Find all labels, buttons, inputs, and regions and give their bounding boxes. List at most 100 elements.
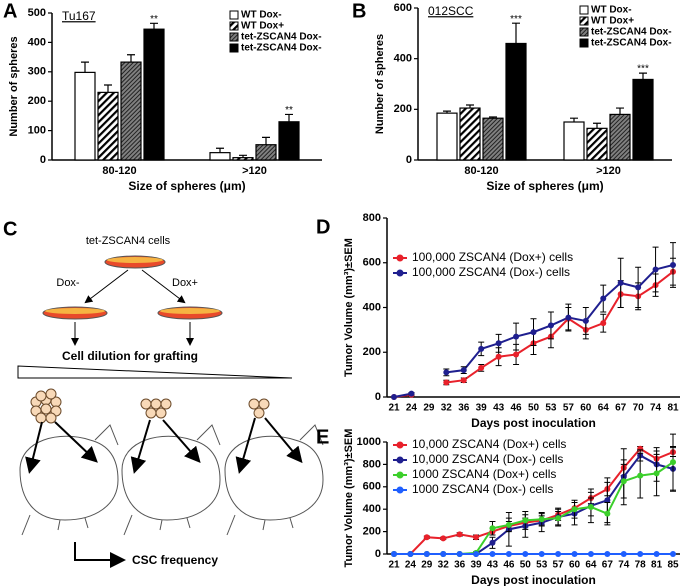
marker — [637, 472, 644, 479]
bar — [120, 61, 142, 161]
legend-swatch — [229, 21, 239, 31]
marker — [423, 534, 430, 541]
x-tick-label: 21 — [388, 403, 400, 414]
legend-marker — [396, 441, 404, 449]
error-bar — [150, 22, 158, 30]
y-tick-label: 400 — [394, 53, 412, 65]
chart-subtitle: Tu167 — [62, 9, 96, 23]
marker — [600, 295, 607, 302]
marker — [538, 551, 545, 557]
y-tick-label: 200 — [28, 95, 46, 107]
diagram: C tet-ZSCAN4 cells Dox- Dox+ Cell diluti… — [3, 218, 324, 568]
legend-label: tet-ZSCAN4 Dox- — [591, 38, 672, 49]
error-bar — [81, 61, 89, 73]
legend-swatch — [229, 10, 239, 20]
x-tick-label: 64 — [598, 403, 610, 414]
significance-label: *** — [510, 14, 522, 25]
marker — [522, 551, 529, 557]
y-tick-label: 600 — [363, 257, 381, 269]
y-tick-label: 0 — [375, 391, 381, 403]
x-tick-label: 85 — [667, 560, 679, 571]
x-axis-label: Size of spheres (μm) — [128, 179, 245, 193]
bar — [209, 152, 231, 161]
marker — [473, 534, 480, 541]
y-axis-label: Number of spheres — [8, 36, 20, 136]
x-tick-label: 74 — [618, 560, 630, 571]
x-tick-label: 46 — [511, 403, 523, 414]
marker — [407, 551, 414, 557]
x-axis-label: Days post inoculation — [471, 416, 596, 430]
panel-label: D — [316, 216, 330, 238]
marker — [443, 379, 450, 386]
marker — [460, 377, 467, 384]
marker — [538, 516, 545, 523]
y-tick-label: 300 — [28, 66, 46, 78]
x-tick-label: 64 — [585, 560, 597, 571]
legend-label: 100,000 ZSCAN4 (Dox+) cells — [412, 250, 573, 264]
bar — [255, 144, 277, 161]
bar — [505, 42, 527, 161]
marker — [653, 551, 660, 557]
error-bar — [443, 110, 451, 114]
marker — [571, 506, 578, 513]
bar — [278, 121, 300, 161]
bar — [586, 127, 608, 161]
marker — [505, 551, 512, 557]
y-tick-label: 0 — [375, 548, 381, 560]
x-tick-label: 60 — [569, 560, 581, 571]
panel-label: C — [3, 218, 17, 240]
error-bar — [512, 22, 520, 44]
y-tick-label: 600 — [394, 2, 412, 14]
x-tick-label: 53 — [545, 403, 557, 414]
x-tick-label: 78 — [635, 560, 647, 571]
legend-label: WT Dox+ — [241, 21, 284, 32]
legend-marker — [396, 456, 404, 464]
bar — [97, 91, 119, 161]
arrow — [54, 421, 98, 463]
bar — [459, 107, 481, 161]
panel-label: E — [316, 426, 329, 448]
marker — [473, 551, 480, 557]
x-tick-label: 70 — [633, 403, 645, 414]
legend-label: 1000 ZSCAN4 (Dox+) cells — [412, 467, 556, 481]
error-bar — [616, 107, 624, 115]
legend-label: 1000 ZSCAN4 (Dox-) cells — [412, 482, 553, 496]
legend-swatch — [579, 38, 589, 48]
marker — [637, 551, 644, 557]
condition-label: Dox+ — [172, 277, 198, 289]
marker — [604, 551, 611, 557]
step-label: Cell dilution for grafting — [62, 349, 198, 363]
x-axis-label: Days post inoculation — [471, 573, 596, 586]
marker — [456, 551, 463, 557]
error-bar — [285, 113, 293, 122]
x-tick-label: 36 — [458, 403, 470, 414]
marker — [670, 551, 676, 557]
chart-subtitle: 012SCC — [428, 4, 474, 18]
arrow — [25, 421, 43, 474]
y-tick-label: 600 — [363, 481, 381, 493]
y-tick-label: 800 — [363, 212, 381, 224]
marker — [547, 322, 554, 329]
x-tick-label: 39 — [476, 403, 488, 414]
error-bar — [570, 117, 578, 122]
y-tick-label: 500 — [28, 7, 46, 19]
y-tick-label: 200 — [394, 103, 412, 115]
marker — [489, 525, 496, 532]
legend-swatch — [229, 43, 239, 53]
error-bar — [216, 147, 224, 153]
x-axis-label: Size of spheres (μm) — [486, 179, 603, 193]
marker — [555, 515, 562, 522]
x-tick-label: 46 — [503, 560, 515, 571]
readout-label: CSC frequency — [132, 553, 218, 567]
marker — [587, 503, 594, 510]
y-tick-label: 400 — [363, 503, 381, 515]
arrow — [130, 419, 151, 474]
legend-label: 10,000 ZSCAN4 (Dox+) cells — [412, 437, 566, 451]
error-bar — [127, 54, 135, 63]
marker — [408, 390, 415, 397]
y-tick-label: 400 — [28, 36, 46, 48]
x-tick-label: 32 — [441, 403, 453, 414]
bar — [609, 113, 631, 161]
significance-label: ** — [285, 105, 293, 116]
